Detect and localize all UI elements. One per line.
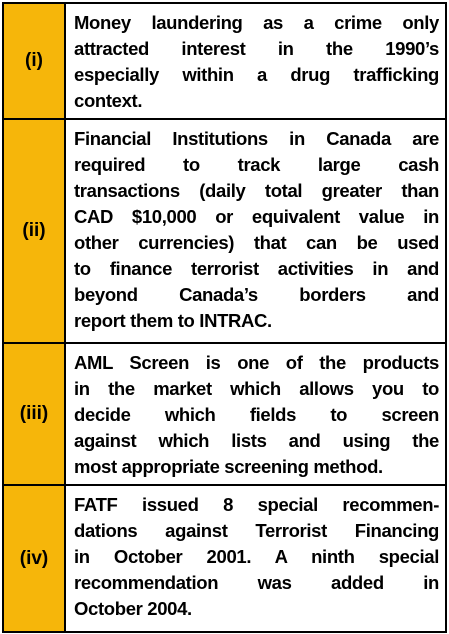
text-line: context. <box>74 90 143 111</box>
text-line: FATF issued 8 special recommen- <box>74 494 439 515</box>
row-label: (iii) <box>4 344 66 484</box>
text-line: dations against Terrorist Financing <box>74 520 439 541</box>
text-line: most appropriate screening method. <box>74 456 383 477</box>
text-line: report them to INTRAC. <box>74 310 272 331</box>
text-line: Financial Institutions in Canada are <box>74 128 439 149</box>
row-label: (ii) <box>4 120 66 342</box>
text-line: in the market which allows you to <box>74 378 439 399</box>
row-text: FATF issued 8 special recommen-dations a… <box>66 486 445 631</box>
table-row: (ii) Financial Institutions in Canada are… <box>4 118 445 342</box>
table-row: (iv) FATF issued 8 special recommen-datio… <box>4 484 445 631</box>
text-line: October 2004. <box>74 598 192 619</box>
text-line: in October 2001. A ninth special <box>74 546 439 567</box>
text-line: recommendation was added in <box>74 572 439 593</box>
table-row: (iii) AML Screen is one of the products in… <box>4 342 445 484</box>
text-line: other currencies) that can be used <box>74 232 439 253</box>
text-line: Money laundering as a crime only <box>74 12 439 33</box>
text-line: AML Screen is one of the products <box>74 352 439 373</box>
row-label: (i) <box>4 4 66 118</box>
text-line: CAD $10,000 or equivalent value in <box>74 206 439 227</box>
text-line: required to track large cash <box>74 154 439 175</box>
text-line: decide which fields to screen <box>74 404 439 425</box>
row-text: Money laundering as a crime only attracte… <box>66 4 445 118</box>
text-line: attracted interest in the 1990’s <box>74 38 439 59</box>
text-line: transactions (daily total greater than <box>74 180 439 201</box>
text-line: to finance terrorist activities in and <box>74 258 439 279</box>
text-line: against which lists and using the <box>74 430 439 451</box>
row-text: AML Screen is one of the products in the … <box>66 344 445 484</box>
text-line: beyond Canada’s borders and <box>74 284 439 305</box>
row-label: (iv) <box>4 486 66 631</box>
text-line: especially within a drug trafficking <box>74 64 439 85</box>
table-row: (i) Money laundering as a crime only attra… <box>4 4 445 118</box>
row-text: Financial Institutions in Canada are requ… <box>66 120 445 342</box>
